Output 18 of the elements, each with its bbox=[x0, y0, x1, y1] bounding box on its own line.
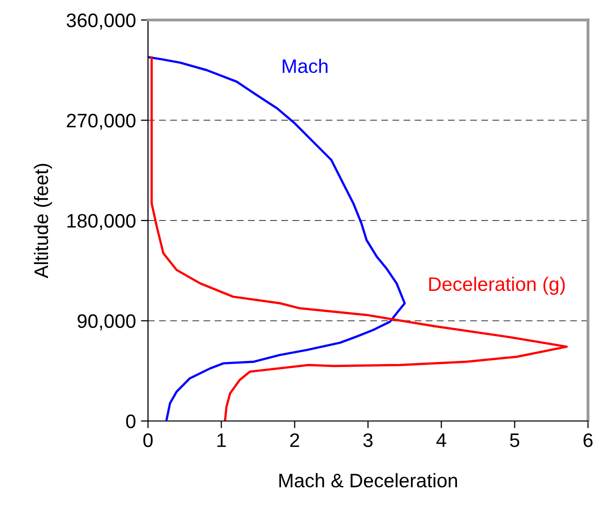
y-tick-label: 180,000 bbox=[67, 214, 136, 230]
x-tick-label: 0 bbox=[143, 433, 153, 448]
y-axis-title: Altitude (feet) bbox=[34, 164, 52, 278]
line-series bbox=[150, 56, 568, 421]
series-label: Deceleration (g) bbox=[429, 276, 565, 295]
x-tick-label: 6 bbox=[584, 433, 593, 448]
x-axis-title: Mach & Deceleration bbox=[279, 473, 457, 488]
x-tick-label: 4 bbox=[436, 434, 446, 447]
y-tick-label: 360,000 bbox=[66, 13, 136, 30]
series-label: Mach bbox=[282, 58, 328, 74]
x-tick-label: 3 bbox=[363, 433, 373, 448]
y-tick-label: 270,000 bbox=[66, 114, 136, 130]
y-tick-label: 0 bbox=[126, 414, 136, 428]
line-series bbox=[148, 56, 406, 421]
y-tick-label: 90,000 bbox=[78, 314, 136, 330]
x-tick-label: 1 bbox=[217, 434, 226, 447]
x-tick-label: 2 bbox=[290, 433, 300, 447]
x-tick-label: 5 bbox=[510, 434, 520, 448]
